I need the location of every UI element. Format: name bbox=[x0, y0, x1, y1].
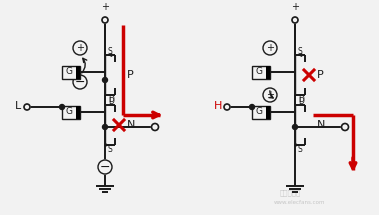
Text: D: D bbox=[108, 97, 114, 106]
Text: N: N bbox=[317, 120, 326, 130]
Circle shape bbox=[102, 77, 108, 83]
FancyBboxPatch shape bbox=[62, 66, 80, 78]
Text: +: + bbox=[266, 43, 274, 53]
Text: −: − bbox=[100, 161, 110, 174]
Circle shape bbox=[73, 75, 87, 89]
FancyBboxPatch shape bbox=[266, 106, 270, 118]
Circle shape bbox=[224, 104, 230, 110]
Text: N: N bbox=[127, 120, 135, 130]
Text: P: P bbox=[127, 70, 134, 80]
Text: D: D bbox=[108, 95, 114, 103]
Text: P: P bbox=[317, 70, 324, 80]
Circle shape bbox=[102, 17, 108, 23]
Circle shape bbox=[24, 104, 30, 110]
Circle shape bbox=[263, 88, 277, 102]
Text: +: + bbox=[76, 43, 84, 53]
Text: www.elecfans.com: www.elecfans.com bbox=[274, 200, 326, 204]
Text: +: + bbox=[101, 2, 109, 12]
Text: −: − bbox=[75, 75, 85, 89]
FancyBboxPatch shape bbox=[266, 66, 270, 78]
Text: G: G bbox=[65, 108, 72, 117]
Circle shape bbox=[73, 41, 87, 55]
Text: D: D bbox=[298, 95, 304, 103]
Circle shape bbox=[102, 124, 108, 129]
Circle shape bbox=[341, 123, 349, 131]
Text: S: S bbox=[108, 46, 113, 55]
Text: 电子发烧友: 电子发烧友 bbox=[279, 190, 301, 196]
Text: S: S bbox=[298, 46, 303, 55]
Text: +: + bbox=[266, 90, 274, 100]
Circle shape bbox=[98, 160, 112, 174]
Text: +: + bbox=[291, 2, 299, 12]
Text: D: D bbox=[298, 97, 304, 106]
Text: G: G bbox=[255, 68, 262, 77]
Circle shape bbox=[249, 104, 255, 109]
Circle shape bbox=[293, 124, 298, 129]
Text: G: G bbox=[65, 68, 72, 77]
Text: L: L bbox=[15, 101, 21, 111]
FancyBboxPatch shape bbox=[62, 106, 80, 118]
FancyBboxPatch shape bbox=[252, 66, 270, 78]
FancyBboxPatch shape bbox=[76, 106, 80, 118]
FancyBboxPatch shape bbox=[252, 106, 270, 118]
Circle shape bbox=[292, 17, 298, 23]
Text: G: G bbox=[255, 108, 262, 117]
Text: S: S bbox=[108, 144, 113, 154]
Circle shape bbox=[152, 123, 158, 131]
Text: S: S bbox=[298, 144, 303, 154]
Circle shape bbox=[263, 41, 277, 55]
Text: H: H bbox=[214, 101, 222, 111]
Circle shape bbox=[60, 104, 64, 109]
FancyBboxPatch shape bbox=[76, 66, 80, 78]
